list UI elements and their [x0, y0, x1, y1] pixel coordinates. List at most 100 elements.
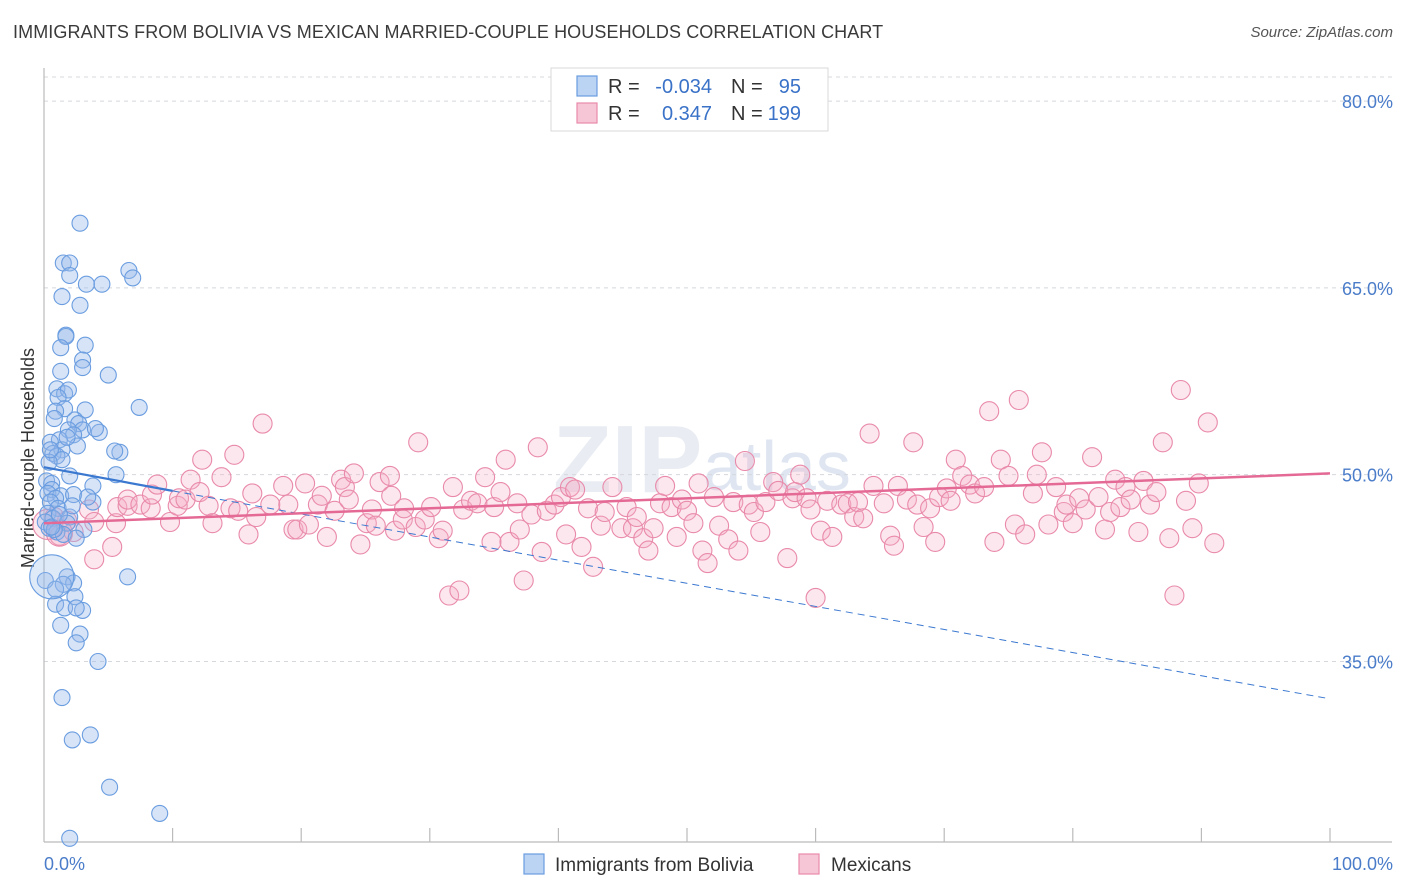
mexicans-point-137	[853, 508, 874, 529]
bolivia-point-5	[93, 275, 111, 293]
y-tick-label-1: 50.0%	[1342, 466, 1393, 486]
mexicans-point-158	[979, 401, 1000, 422]
mexicans-point-23	[198, 495, 219, 516]
chart-title: IMMIGRANTS FROM BOLIVIA VS MEXICAN MARRI…	[13, 22, 884, 42]
mexicans-point-8	[105, 513, 127, 534]
mexicans-point-180	[1110, 497, 1131, 518]
mexicans-point-71	[481, 531, 502, 552]
mexicans-point-145	[903, 432, 924, 453]
bolivia-point-26	[45, 410, 63, 428]
mexicans-point-11	[117, 489, 138, 510]
source-label: Source: ZipAtlas.com	[1250, 24, 1393, 41]
mexicans-point-85	[556, 524, 577, 545]
mexicans-point-88	[571, 536, 592, 557]
mexicans-point-65	[442, 477, 463, 498]
mexicans-point-104	[666, 526, 687, 547]
bolivia-point-15	[74, 359, 92, 377]
mexicans-point-77	[509, 519, 530, 540]
mexicans-point-107	[683, 513, 704, 534]
bolivia-point-39	[106, 442, 124, 460]
bolivia-point-79	[71, 625, 89, 643]
tick-labels: 35.0% 50.0% 65.0% 80.0% 0.0% 100.0%	[44, 92, 1393, 874]
legend-r-value-1: -0.034	[655, 76, 712, 98]
mexicans-point-92	[594, 501, 615, 523]
mexicans-point-42	[316, 526, 337, 547]
mexicans-point-126	[790, 464, 811, 485]
bolivia-point-6	[77, 275, 95, 293]
mexicans-point-133	[831, 494, 852, 515]
bolivia-point-91	[41, 441, 59, 459]
mexicans-point-172	[1062, 513, 1083, 534]
legend-n-label-1: N =	[731, 76, 763, 98]
mexicans-point-163	[1008, 389, 1029, 411]
bolivia-point-4	[124, 269, 142, 287]
mexicans-point-149	[925, 531, 946, 552]
bolivia-point-83	[81, 726, 99, 744]
bolivia-point-9	[71, 296, 89, 314]
mexicans-point-81	[531, 541, 552, 562]
bolivia-point-54	[84, 493, 102, 511]
bolivia-point-42	[40, 453, 58, 471]
bolivia-point-82	[53, 689, 71, 707]
mexicans-point-185	[1139, 494, 1161, 515]
mexicans-point-147	[913, 516, 934, 538]
mexicans-point-165	[1022, 483, 1043, 504]
bolivia-point-85	[101, 778, 119, 796]
mexicans-point-52	[369, 472, 390, 493]
mexicans-point-97	[626, 506, 647, 528]
mexicans-point-54	[381, 485, 402, 506]
mexicans-point-192	[1182, 518, 1203, 539]
mexicans-point-103	[661, 497, 682, 518]
mexicans-point-129	[805, 587, 826, 608]
mexicans-point-7	[102, 536, 123, 557]
bolivia-point-25	[130, 398, 148, 416]
mexicans-point-86	[559, 477, 581, 498]
bolivia-point-84	[63, 731, 81, 749]
mexicans-point-64	[439, 585, 460, 606]
mexicans-point-38	[295, 473, 316, 494]
bolivia-point-24	[76, 401, 94, 419]
legend-r-label-1: R =	[608, 76, 640, 98]
mexicans-point-164	[1015, 524, 1036, 545]
mexicans-point-168	[1038, 514, 1059, 535]
grid-lines	[44, 76, 1392, 662]
mexicans-point-55	[385, 520, 406, 541]
mexicans-point-179	[1105, 469, 1126, 490]
mexicans-point-174	[1075, 499, 1096, 520]
mexicans-point-22	[192, 449, 213, 470]
bolivia-point-16	[52, 362, 70, 380]
mexicans-point-176	[1088, 487, 1109, 508]
mexicans-point-27	[224, 444, 245, 465]
mexicans-point-80	[527, 437, 548, 458]
mexicans-point-53	[379, 465, 400, 486]
bolivia-point-72	[47, 580, 65, 598]
legend-n-label-2: N =	[731, 103, 763, 125]
mexicans-point-12	[130, 494, 151, 515]
mexicans-point-6	[84, 549, 105, 570]
mexicans-point-9	[107, 497, 128, 518]
mexicans-point-106	[676, 500, 698, 521]
mexicans-point-118	[743, 501, 764, 523]
large-point-2	[29, 554, 75, 600]
y-tick-label-2: 65.0%	[1342, 279, 1393, 299]
mexicans-point-94	[611, 518, 632, 539]
bolivia-point-78	[52, 616, 70, 634]
mexicans-point-138	[859, 423, 880, 444]
mexicans-point-188	[1159, 528, 1180, 549]
mexicans-point-152	[940, 490, 961, 511]
mexicans-point-160	[990, 449, 1011, 470]
mexicans-point-18	[168, 488, 190, 509]
mexicans-point-194	[1197, 412, 1218, 433]
mexicans-point-14	[141, 484, 163, 505]
mexicans-point-73	[490, 482, 511, 503]
mexicans-point-46	[338, 489, 359, 510]
mexicans-point-116	[734, 450, 755, 472]
trend-lines	[43, 466, 1331, 700]
mexicans-point-39	[298, 514, 319, 535]
mexicans-point-74	[495, 449, 516, 470]
bolivia-point-86	[151, 804, 169, 822]
mexicans-point-48	[350, 534, 371, 555]
mexicans-point-90	[583, 556, 604, 577]
mexicans-point-119	[750, 521, 771, 543]
